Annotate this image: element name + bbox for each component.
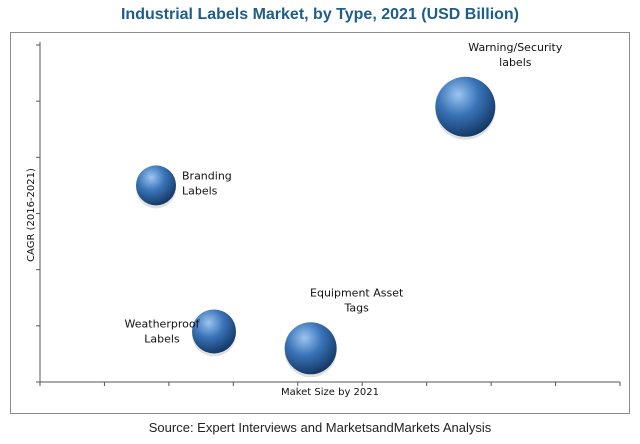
source-note: Source: Expert Interviews and Marketsand… <box>148 420 492 435</box>
bubble-point <box>435 76 496 137</box>
bubble-label: Branding <box>182 169 232 182</box>
y-axis-label: CAGR (2016-2021) <box>26 168 37 262</box>
bubble-label: Labels <box>144 332 180 345</box>
bubble-label: Labels <box>182 184 218 197</box>
bubble-point <box>284 322 337 375</box>
bubble-label: Warning/Security <box>468 41 563 54</box>
bubble-label: Equipment Asset <box>310 286 404 299</box>
bubble-label: labels <box>499 56 532 69</box>
bubble-point <box>192 309 236 354</box>
x-axis-label: Maket Size by 2021 <box>281 387 379 398</box>
bubble-point <box>136 165 176 206</box>
bubble-label: Tags <box>343 301 369 314</box>
chart-title: Industrial Labels Market, by Type, 2021 … <box>120 6 520 23</box>
bubble-label: Weatherproof <box>125 317 201 330</box>
chart-frame <box>10 32 630 414</box>
